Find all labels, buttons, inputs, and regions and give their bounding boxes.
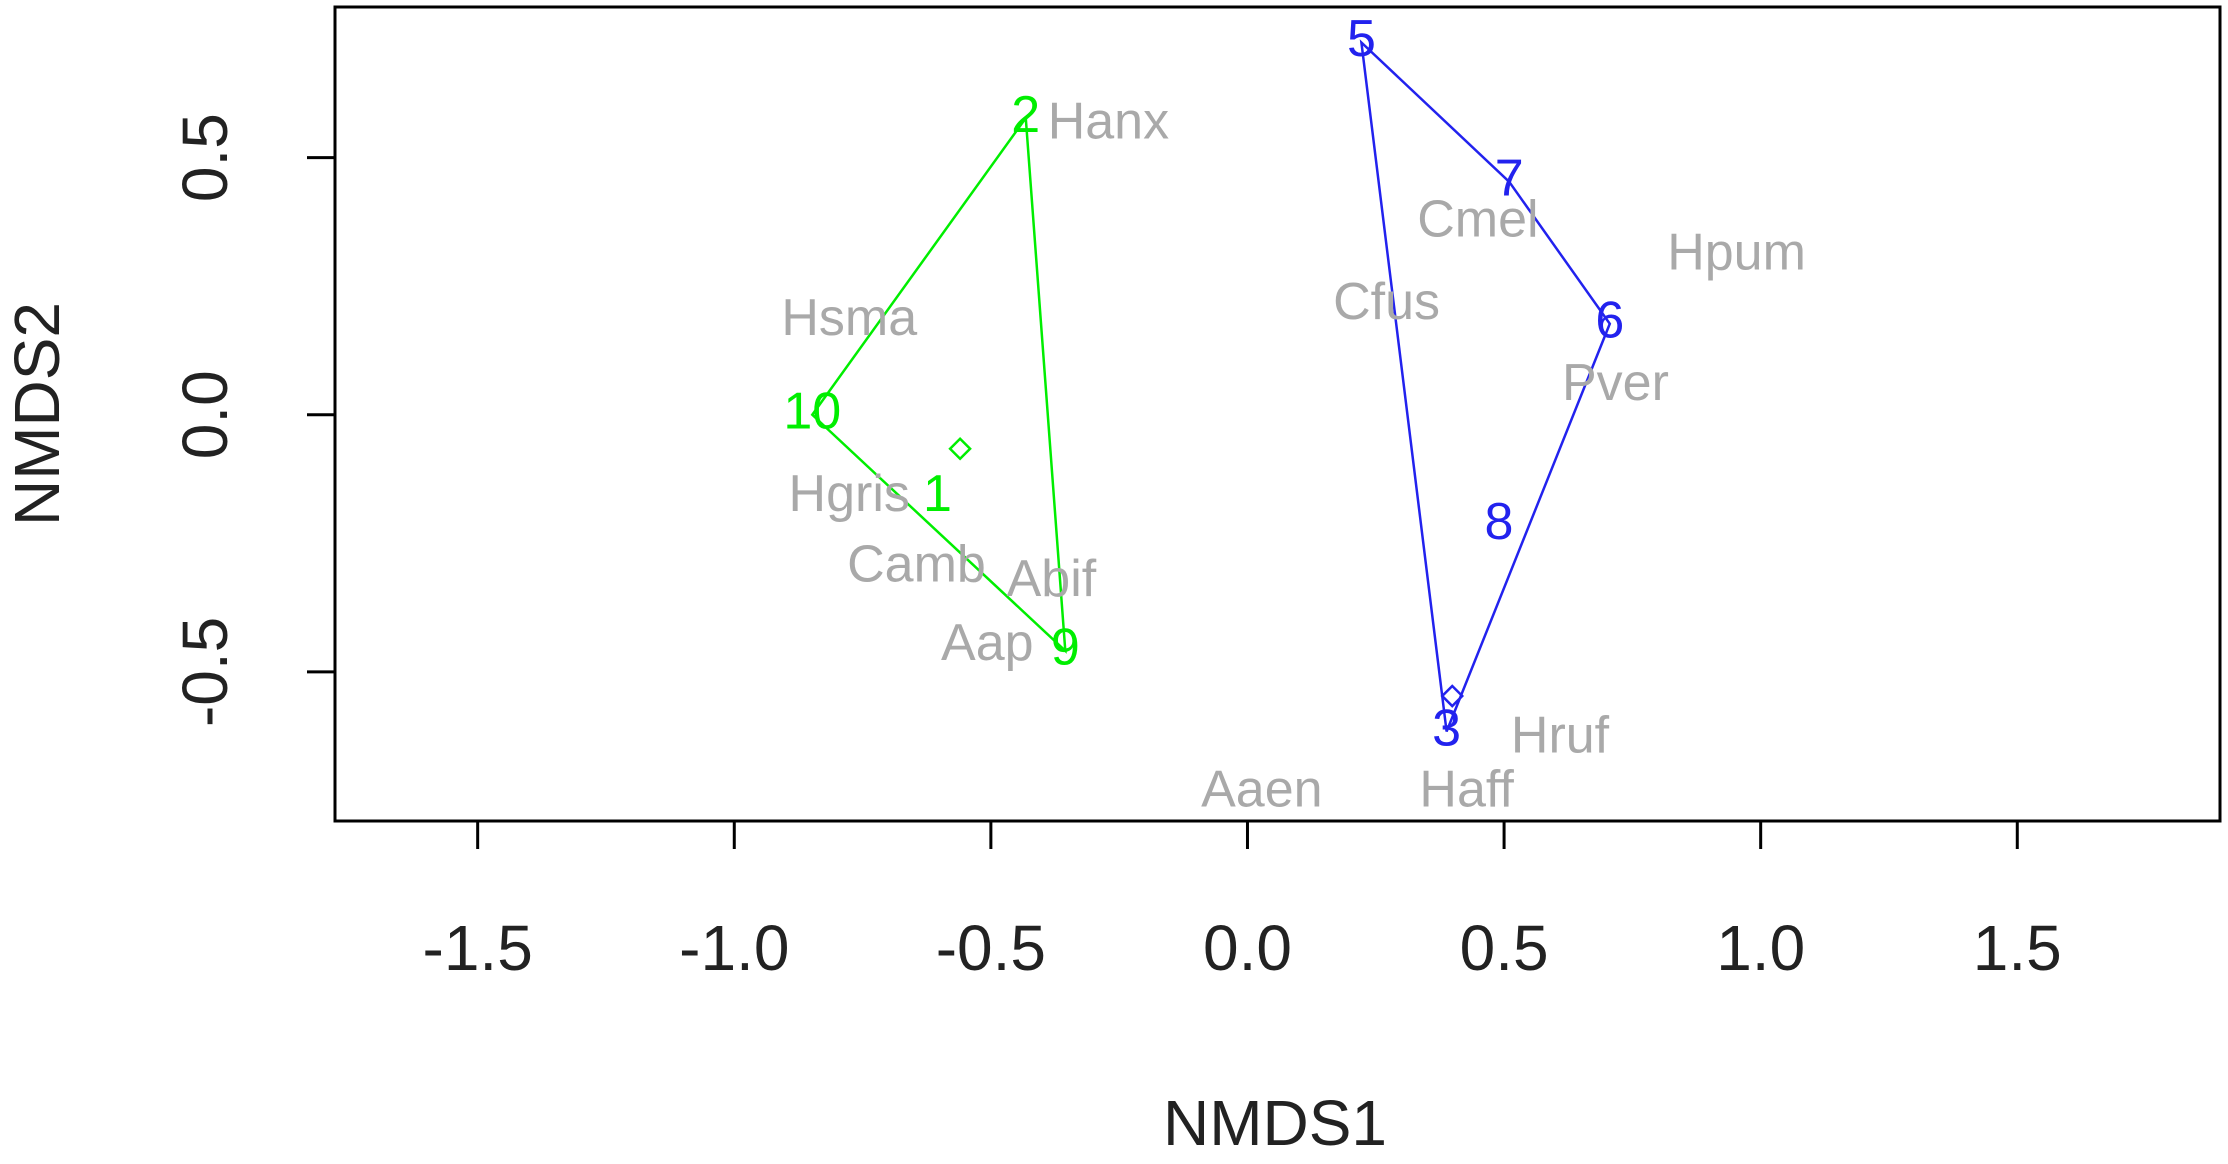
site-label: 1: [923, 465, 952, 523]
centroid: [1440, 684, 1465, 708]
site-label: 6: [1595, 291, 1624, 349]
site-label: 7: [1495, 150, 1524, 208]
site-label: 9: [1051, 619, 1080, 677]
species-label: Cmel: [1417, 191, 1538, 249]
x-tick-label: 0.5: [1460, 912, 1549, 984]
x-tick-label: -1.5: [423, 912, 533, 984]
x-axis-label: NMDS1: [1163, 1087, 1387, 1159]
species-label: Aaen: [1201, 760, 1322, 818]
y-tick-label: 0.0: [169, 370, 241, 459]
species-label: Aap: [941, 614, 1034, 672]
x-tick-label: 0.0: [1203, 912, 1292, 984]
species-label: Hanx: [1048, 92, 1169, 150]
site-label: 5: [1347, 10, 1376, 68]
species-label: Hpum: [1667, 224, 1806, 282]
x-tick-label: 1.0: [1716, 912, 1805, 984]
plot-frame: [333, 5, 2222, 823]
y-axis-label: NMDS2: [1, 302, 73, 526]
site-label: 10: [783, 383, 841, 441]
y-tick-label: 0.5: [169, 113, 241, 202]
species-label: Haff: [1419, 760, 1514, 818]
centroid: [948, 436, 972, 461]
site-label: 8: [1484, 493, 1513, 551]
species-label: Camb: [847, 536, 986, 594]
species-label: Pver: [1562, 354, 1669, 412]
species-label: Hsma: [781, 289, 917, 347]
x-tick-label: -0.5: [936, 912, 1046, 984]
x-tick-label: 1.5: [1973, 912, 2062, 984]
species-label: Abif: [1007, 550, 1097, 608]
hull: [810, 114, 1067, 654]
hull: [1359, 39, 1612, 732]
site-label: 3: [1432, 699, 1461, 757]
site-label: 2: [1011, 86, 1040, 144]
species-label: Hruf: [1511, 706, 1610, 764]
y-tick-label: -0.5: [169, 617, 241, 727]
species-label: Cfus: [1333, 273, 1440, 331]
x-tick-label: -1.0: [679, 912, 789, 984]
species-label: Hgris: [789, 465, 910, 523]
